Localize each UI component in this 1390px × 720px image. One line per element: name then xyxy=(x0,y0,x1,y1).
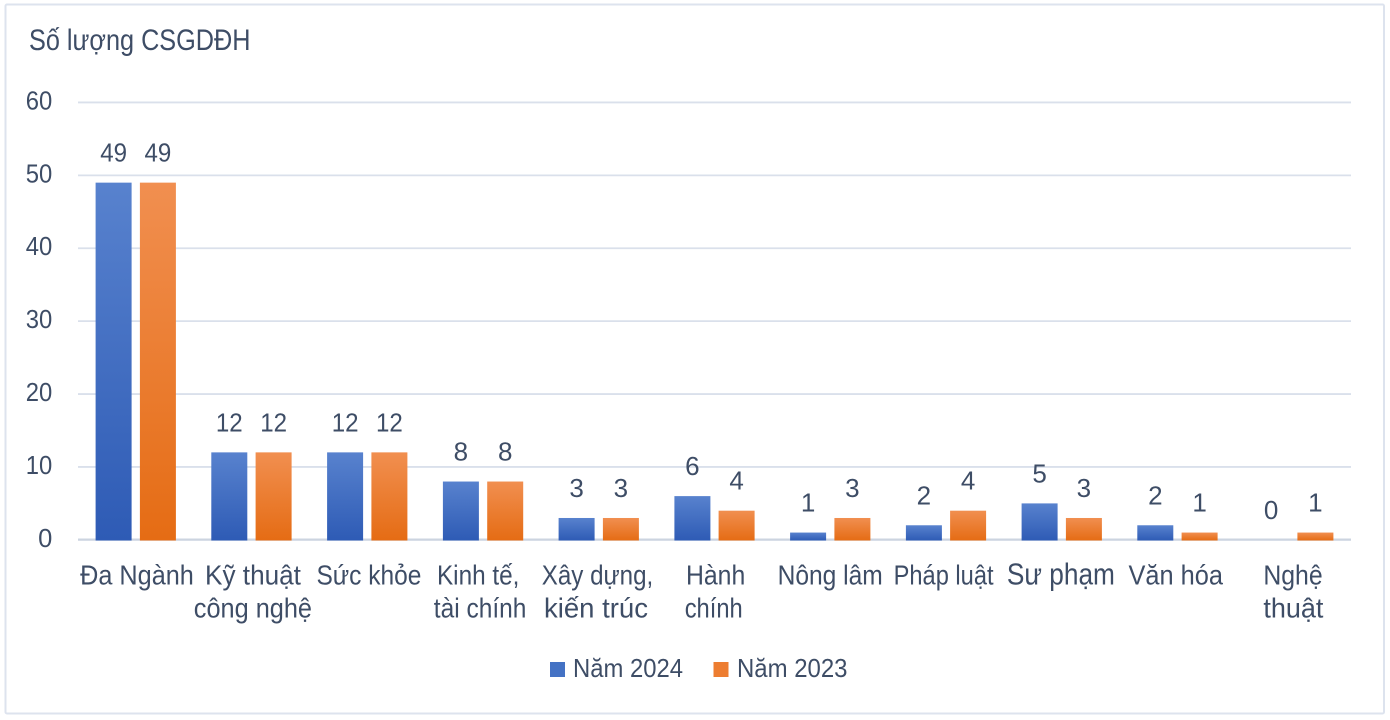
svg-text:30: 30 xyxy=(26,306,53,334)
svg-text:Sức khỏe: Sức khỏe xyxy=(316,560,421,591)
svg-text:Hành: Hành xyxy=(686,560,745,591)
svg-text:40: 40 xyxy=(26,233,53,261)
svg-text:8: 8 xyxy=(454,437,468,467)
svg-text:2: 2 xyxy=(1148,480,1162,510)
svg-text:Nghệ: Nghệ xyxy=(1263,560,1322,591)
svg-text:60: 60 xyxy=(26,88,53,116)
svg-text:Năm 2023: Năm 2023 xyxy=(737,653,848,683)
svg-text:0: 0 xyxy=(1264,495,1278,525)
svg-text:Xây dựng,: Xây dựng, xyxy=(542,560,654,591)
svg-text:6: 6 xyxy=(685,451,699,481)
svg-text:12: 12 xyxy=(376,407,403,437)
svg-text:10: 10 xyxy=(26,452,53,480)
svg-text:4: 4 xyxy=(961,466,975,496)
svg-text:1: 1 xyxy=(1308,488,1322,518)
svg-text:12: 12 xyxy=(216,407,243,437)
svg-text:Đa Ngành: Đa Ngành xyxy=(80,560,194,591)
svg-text:20: 20 xyxy=(26,379,53,407)
svg-text:49: 49 xyxy=(100,138,127,168)
svg-text:2: 2 xyxy=(917,480,931,510)
svg-text:3: 3 xyxy=(614,473,628,503)
svg-text:chính: chính xyxy=(685,593,743,624)
svg-text:thuật: thuật xyxy=(1263,593,1323,624)
svg-text:0: 0 xyxy=(38,525,52,553)
svg-text:1: 1 xyxy=(1192,488,1206,518)
svg-text:12: 12 xyxy=(260,407,287,437)
svg-text:Sư phạm: Sư phạm xyxy=(1007,558,1115,592)
svg-text:50: 50 xyxy=(26,160,53,188)
svg-text:Kinh tế,: Kinh tế, xyxy=(437,560,520,591)
svg-text:Kỹ thuật: Kỹ thuật xyxy=(205,560,301,591)
svg-text:8: 8 xyxy=(498,437,512,467)
svg-text:3: 3 xyxy=(569,473,583,503)
svg-text:công nghệ: công nghệ xyxy=(194,593,312,624)
svg-text:4: 4 xyxy=(729,466,743,496)
svg-text:Số lượng CSGDĐH: Số lượng CSGDĐH xyxy=(29,24,251,57)
svg-text:12: 12 xyxy=(332,407,359,437)
svg-text:tài chính: tài chính xyxy=(434,593,527,624)
svg-text:49: 49 xyxy=(145,138,172,168)
svg-text:kiến trúc: kiến trúc xyxy=(544,593,648,624)
svg-text:3: 3 xyxy=(1077,473,1091,503)
svg-text:Nông lâm: Nông lâm xyxy=(778,560,883,591)
svg-text:5: 5 xyxy=(1032,458,1046,488)
svg-text:Pháp luật: Pháp luật xyxy=(894,560,994,591)
svg-text:Văn hóa: Văn hóa xyxy=(1128,560,1223,591)
svg-text:3: 3 xyxy=(845,473,859,503)
svg-text:Năm 2024: Năm 2024 xyxy=(573,653,683,683)
svg-text:1: 1 xyxy=(801,488,815,518)
